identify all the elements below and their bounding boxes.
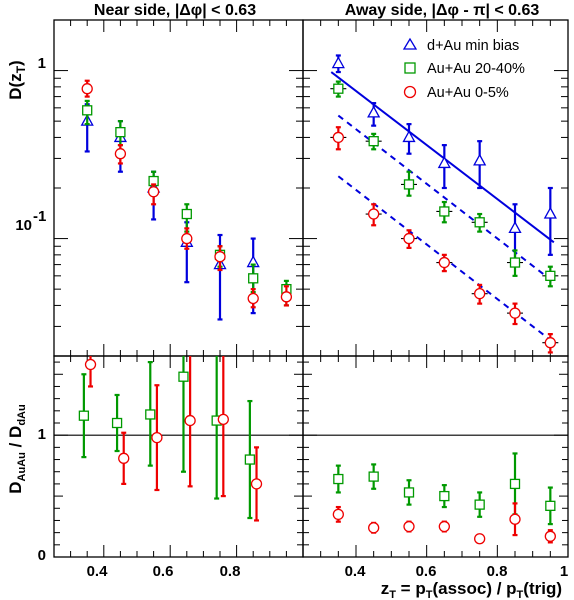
data-point [368,208,380,220]
data-point [248,273,259,284]
legend-marker-square [404,62,416,74]
data-point [544,530,556,542]
data-point [181,208,192,220]
data-point [214,251,226,263]
x-tick-label-0.6: 0.6 [153,563,174,580]
y-tick-label-1: 1 [38,55,46,72]
legend: d+Au min bias Au+Au 20-40% Au+Au 0-5% [402,37,525,101]
data-point [439,206,450,217]
data-point [333,473,344,485]
data-point [368,136,379,147]
data-point [84,358,97,371]
data-point [82,105,93,116]
legend-label-dau: d+Au min bias [427,38,519,54]
ratio-tick-label-0: 0 [38,547,46,564]
data-point [509,257,521,268]
data-point [474,288,486,300]
data-point [151,431,163,444]
data-point [247,292,259,305]
x-tick-label-0.8-away: 0.8 [487,563,508,580]
legend-marker-circle [403,85,417,99]
data-point [403,487,415,498]
data-point [280,291,293,303]
data-point [403,179,415,190]
fit-line-1 [330,71,555,244]
data-point [439,490,450,502]
data-point [250,478,263,490]
data-point [403,520,415,533]
data-point [244,454,256,465]
y-tick-label-0.1-exp: -1 [33,208,46,225]
data-point [474,217,485,228]
x-axis-label: zT = pT(assoc) / pT(trig) [381,579,562,600]
data-point [508,221,522,234]
data-point [217,413,229,425]
data-point [545,500,556,511]
legend-label-auau2040: Au+Au 20-40% [427,61,525,77]
data-point [545,270,556,281]
panel-away-ratio [302,355,569,558]
data-point [367,105,381,118]
data-point [368,522,380,534]
data-point [509,478,521,490]
data-point [509,513,521,525]
data-point [474,499,485,510]
data-point [81,83,93,95]
data-point [145,409,156,420]
data-point [437,156,451,169]
near-side-title: Near side, |Δφ| < 0.63 [94,2,256,19]
data-point [114,148,127,160]
data-point [115,127,126,138]
data-point [544,337,556,349]
data-point [178,371,189,382]
x-tick-label-0.6-away: 0.6 [416,563,437,580]
x-tick-label-1-away: 1 [560,563,568,580]
x-tick-label-0.4: 0.4 [87,563,109,580]
x-tick-label-0.4-away: 0.4 [345,563,367,580]
legend-marker-triangle [402,37,418,50]
data-point [181,232,193,245]
data-points [78,54,559,545]
panel-near-d [53,19,304,357]
data-point [403,232,415,245]
data-point [474,533,486,545]
legend-label-auau05: Au+Au 0-5% [427,85,509,101]
ratio-tick-label-1: 1 [38,426,46,443]
data-point [332,508,344,521]
fit-lines [54,71,568,436]
data-point [402,130,416,143]
y-tick-label-0.1: 10 [15,217,32,234]
x-tick-label-0.8: 0.8 [220,563,241,580]
y-axis-label-top: D(zT) [6,60,28,99]
data-point [332,131,344,144]
data-point [368,471,379,482]
y-axis-label-bottom: DAuAu / DdAu [6,404,28,493]
data-point [333,83,344,94]
data-point [118,452,130,464]
data-point [78,410,90,421]
data-point [438,256,450,269]
data-point [509,307,521,319]
data-point [147,186,160,198]
data-point [543,206,557,219]
data-point [111,417,123,429]
away-side-title: Away side, |Δφ - π| < 0.63 [345,2,540,19]
data-point [438,520,450,533]
data-point [473,153,487,166]
data-point [184,414,196,427]
data-point [331,56,345,69]
